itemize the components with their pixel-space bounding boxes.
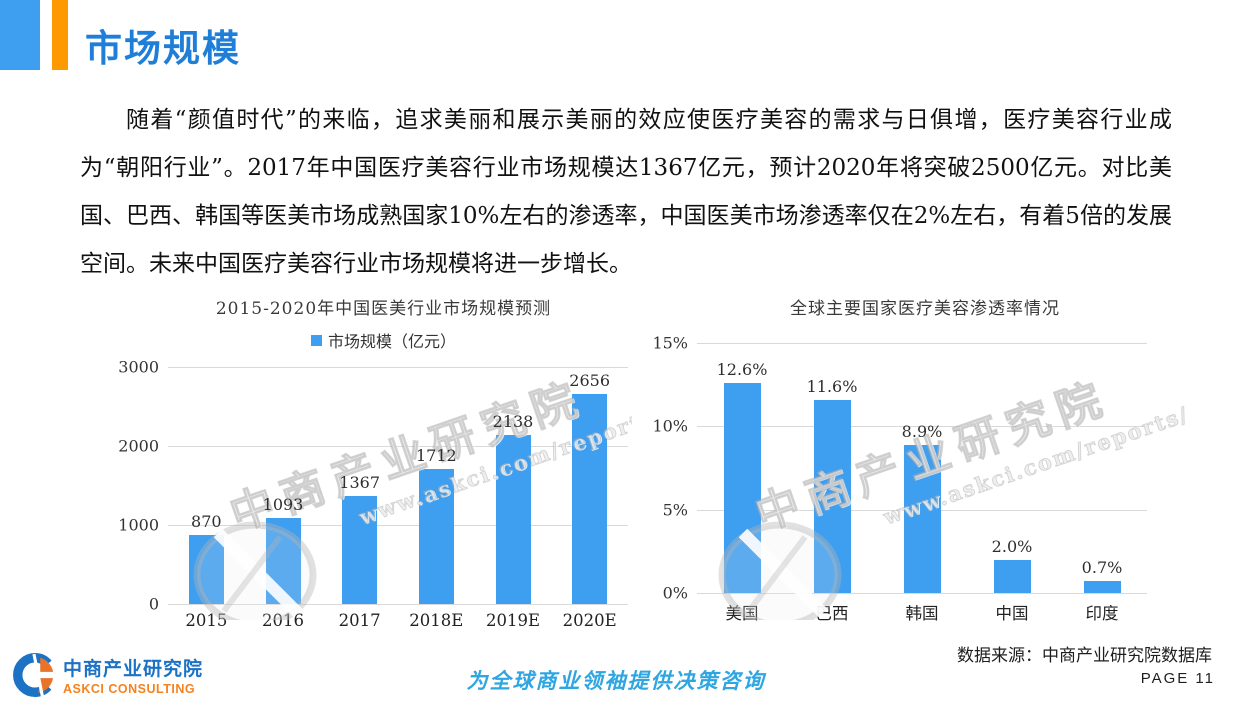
- footer-slogan: 为全球商业领袖提供决策咨询: [466, 668, 766, 693]
- category-label: 2016: [262, 611, 304, 630]
- category-label: 巴西: [815, 604, 849, 623]
- y-axis-tick-label: 0%: [662, 583, 688, 603]
- legend-swatch-icon: [310, 334, 322, 346]
- bar-value-label: 12.6%: [716, 360, 768, 379]
- bar-value-label: 8.9%: [901, 421, 943, 441]
- bar: [342, 496, 378, 604]
- page-title: 市场规模: [85, 26, 241, 70]
- category-label: 2020E: [562, 611, 617, 630]
- gridline: [697, 593, 1147, 594]
- bar: [495, 435, 531, 604]
- bar: [188, 535, 224, 604]
- bar-value-label: 1093: [262, 494, 304, 514]
- category-label: 印度: [1085, 604, 1119, 623]
- gridline: [697, 426, 1147, 428]
- y-axis-tick-label: 1000: [118, 515, 159, 535]
- data-source-note: 数据来源：中商产业研究院数据库: [957, 646, 1212, 666]
- footer-logo: 中商产业研究院 ASKCI CONSULTING: [12, 652, 203, 698]
- gridline: [168, 367, 628, 368]
- gridline: [168, 604, 628, 605]
- gridline: [168, 446, 628, 447]
- body-paragraph: 随着“颜值时代”的来临，追求美丽和展示美丽的效应使医疗美容的需求与日俱增，医疗美…: [80, 107, 1172, 277]
- bar: [993, 559, 1031, 593]
- category-label: 2018E: [409, 611, 464, 630]
- category-label: 韩国: [905, 604, 939, 623]
- bar-value-label: 1367: [339, 473, 381, 493]
- chart-title: 全球主要国家医疗美容渗透率情况: [790, 299, 1060, 319]
- category-label: 中国: [995, 604, 1029, 623]
- bar-value-label: 2.0%: [991, 536, 1033, 556]
- chart-title: 2015-2020年中国医美行业市场规模预测: [215, 299, 552, 319]
- bar-value-label: 2138: [492, 412, 534, 432]
- market-size-forecast-chart: 2015-2020年中国医美行业市场规模预测 市场规模（亿元） 0 1000 200…: [118, 290, 632, 630]
- logo-name-cn: 中商产业研究院: [63, 659, 204, 680]
- bar-value-label: 0.7%: [1081, 558, 1123, 578]
- bar-value-label: 11.6%: [806, 376, 858, 396]
- bar-value-label: 2656: [569, 371, 611, 391]
- plot-area: 0% 5% 10% 15% 12.6% 美国 11.6% 巴西 8.9% 韩国 2.0% 中国 0.7%…: [652, 334, 1147, 623]
- category-label: 2019E: [485, 611, 541, 630]
- y-axis-tick-label: 5%: [662, 500, 688, 520]
- category-label: 2017: [338, 611, 381, 630]
- bar: [1083, 581, 1121, 593]
- bar: [813, 399, 851, 593]
- plot-area: 0 1000 2000 3000 870 2015 1093 2016 1367 2017 1712…: [118, 358, 628, 630]
- legend-label: 市场规模（亿元）: [327, 332, 456, 351]
- bar: [265, 517, 301, 604]
- footer-logo-text: 中商产业研究院 ASKCI CONSULTING: [63, 654, 203, 696]
- category-label: 2015: [185, 611, 228, 630]
- logo-name-en: ASKCI CONSULTING: [63, 682, 196, 696]
- bar: [723, 383, 761, 593]
- bar-value-label: 1712: [415, 445, 457, 465]
- bar: [572, 394, 608, 604]
- category-label: 美国: [725, 604, 759, 623]
- bar: [903, 444, 941, 593]
- bar: [418, 468, 454, 604]
- y-axis-tick-label: 15%: [652, 333, 688, 353]
- y-axis-tick-label: 2000: [118, 436, 159, 456]
- page-number: PAGE 11: [1140, 670, 1215, 687]
- header-accent-square: [0, 0, 40, 70]
- gridline: [168, 525, 628, 526]
- header-accent-bar: [52, 0, 68, 70]
- penetration-rate-chart: 全球主要国家医疗美容渗透率情况 0% 5% 10% 15% 12.6% 美国 11.6% 巴西…: [652, 290, 1190, 623]
- y-axis-tick-label: 3000: [118, 357, 159, 377]
- y-axis-tick-label: 10%: [652, 416, 688, 436]
- gridline: [697, 343, 1147, 344]
- chart-legend: 市场规模（亿元）: [135, 328, 632, 352]
- y-axis-tick-label: 0: [148, 594, 159, 614]
- bar-value-label: 870: [191, 512, 222, 532]
- askci-logo-icon: [13, 653, 57, 697]
